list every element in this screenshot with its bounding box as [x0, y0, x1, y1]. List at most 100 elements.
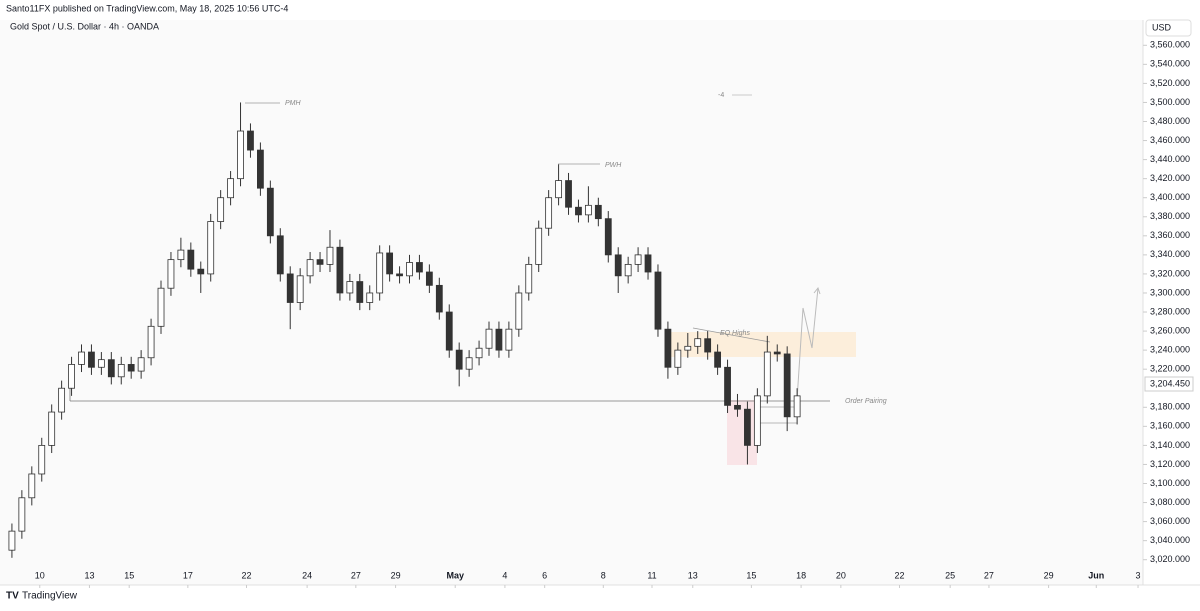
candle-body — [535, 227, 543, 265]
candle-body — [435, 284, 443, 313]
last-price-label: 3,204.450 — [1150, 378, 1190, 388]
candle-body — [356, 281, 364, 303]
annotation: -4 — [718, 92, 724, 99]
candle-body — [734, 404, 741, 410]
candle-body — [624, 263, 632, 277]
candle-body — [346, 281, 354, 294]
candle-body — [545, 197, 553, 229]
axes: 3,020.000 3,040.000 3,060.000 3,080.000 3,10… — [35, 40, 1194, 588]
candle-body — [257, 149, 264, 189]
y-tick-label: 3,060.000 — [1150, 516, 1190, 526]
x-tick-label: Jun — [1088, 570, 1104, 580]
candle-body — [475, 347, 483, 359]
candle-body — [237, 130, 244, 180]
y-tick-label: 3,160.000 — [1150, 421, 1190, 431]
annotation: PWH — [605, 162, 622, 169]
candle-body — [177, 249, 185, 261]
currency: USD — [1152, 22, 1172, 32]
y-tick-label: 3,380.000 — [1150, 211, 1190, 221]
annotation: EQ Highs — [720, 330, 750, 337]
candle-body — [515, 292, 523, 330]
x-tick-label: 15 — [124, 570, 134, 580]
candle-body — [485, 328, 493, 349]
candle-body — [18, 497, 26, 532]
y-tick-label: 3,560.000 — [1150, 40, 1190, 50]
candle-body — [594, 204, 602, 220]
brand-logo: TV — [6, 591, 19, 602]
candle-body — [197, 268, 205, 275]
y-tick-label: 3,480.000 — [1150, 116, 1190, 126]
plot-background — [0, 20, 1143, 585]
x-tick-label: 22 — [241, 570, 251, 580]
candle-body — [525, 263, 533, 294]
y-tick-label: 3,020.000 — [1150, 554, 1190, 564]
candle-body — [604, 218, 612, 256]
candle-body — [48, 411, 56, 446]
candle-body — [465, 357, 473, 370]
y-tick-label: 3,300.000 — [1150, 287, 1190, 297]
candle-body — [416, 262, 423, 273]
candle-body — [58, 387, 66, 413]
candle-body — [217, 197, 225, 222]
candle-body — [207, 221, 215, 275]
y-tick-label: 3,360.000 — [1150, 230, 1190, 240]
candle-body — [584, 204, 592, 216]
candle-body — [724, 366, 731, 406]
annotation: PMH — [285, 100, 302, 107]
candle-body — [68, 364, 75, 389]
y-tick-label: 3,400.000 — [1150, 192, 1190, 202]
y-tick-label: 3,540.000 — [1150, 59, 1190, 69]
x-tick-label: 10 — [35, 570, 45, 580]
y-tick-label: 3,140.000 — [1150, 440, 1190, 450]
candle-body — [187, 249, 195, 270]
candle-body — [296, 275, 304, 303]
y-tick-label: 3,500.000 — [1150, 97, 1190, 107]
candle-body — [336, 246, 344, 294]
y-tick-label: 3,100.000 — [1150, 478, 1190, 488]
y-tick-label: 3,240.000 — [1150, 345, 1190, 355]
candle-body — [366, 292, 374, 303]
x-tick-label: 18 — [796, 570, 806, 580]
x-tick-label: 29 — [1044, 570, 1054, 580]
candles — [8, 102, 801, 558]
candle-body — [674, 349, 682, 368]
candle-body — [376, 252, 384, 294]
candle-body — [306, 259, 314, 277]
x-tick-label: 4 — [502, 570, 507, 580]
candle-body — [247, 130, 254, 151]
y-tick-label: 3,180.000 — [1150, 402, 1190, 412]
candle-body — [664, 328, 672, 368]
x-tick-label: 29 — [391, 570, 401, 580]
candle-body — [38, 444, 46, 475]
currency-box — [1145, 19, 1192, 37]
x-tick-label: 22 — [894, 570, 904, 580]
candle-body — [614, 254, 622, 277]
candle-body — [137, 357, 145, 372]
x-tick-label: 11 — [647, 570, 656, 580]
x-tick-label: 15 — [746, 570, 756, 580]
candle-body — [634, 254, 642, 265]
candle-body — [744, 408, 751, 446]
candle-body — [276, 235, 284, 275]
last-price-box — [1144, 376, 1194, 392]
y-tick-label: 3,280.000 — [1150, 306, 1190, 316]
y-tick-label: 3,260.000 — [1150, 325, 1190, 335]
candle-body — [8, 530, 16, 551]
y-tick-label: 3,320.000 — [1150, 268, 1190, 278]
candle-body — [565, 180, 572, 208]
y-tick-label: 3,440.000 — [1150, 154, 1190, 164]
candle-body — [425, 271, 433, 286]
x-tick-label: 3 — [1136, 570, 1141, 580]
candle-body — [555, 180, 562, 199]
x-tick-label: 17 — [183, 570, 193, 580]
symbol: Gold Spot / U.S. Dollar · 4h · OANDA — [10, 21, 159, 31]
projection-path — [796, 287, 819, 401]
candle-body — [127, 364, 135, 372]
candle-body — [505, 328, 513, 351]
candle-body — [793, 395, 801, 418]
x-tick-label: May — [446, 570, 464, 580]
x-tick-label: 27 — [984, 570, 994, 580]
x-tick-label: 20 — [836, 570, 846, 580]
x-tick-label: 13 — [688, 570, 698, 580]
